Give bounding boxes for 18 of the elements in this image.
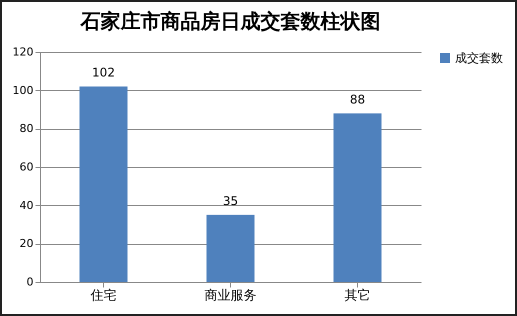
x-tick-label: 住宅 — [90, 288, 116, 304]
chart-title: 石家庄市商品房日成交套数柱状图 — [80, 9, 380, 33]
y-tick-label: 120 — [12, 46, 34, 58]
legend-label: 成交套数 — [455, 51, 503, 65]
y-tick-label: 0 — [26, 276, 34, 288]
y-tick-label: 20 — [20, 237, 34, 250]
y-tick-label: 60 — [20, 160, 34, 174]
data-label: 88 — [350, 92, 366, 106]
y-tick-label: 40 — [20, 198, 34, 212]
data-label: 35 — [222, 194, 238, 208]
bar — [206, 214, 255, 282]
x-tick-label: 其它 — [344, 288, 370, 304]
y-tick-label: 80 — [20, 122, 34, 136]
bar — [333, 113, 382, 282]
bar — [79, 86, 128, 282]
x-tick-label: 商业服务 — [204, 288, 256, 304]
data-label: 102 — [92, 66, 115, 80]
y-tick-label: 100 — [12, 84, 34, 97]
